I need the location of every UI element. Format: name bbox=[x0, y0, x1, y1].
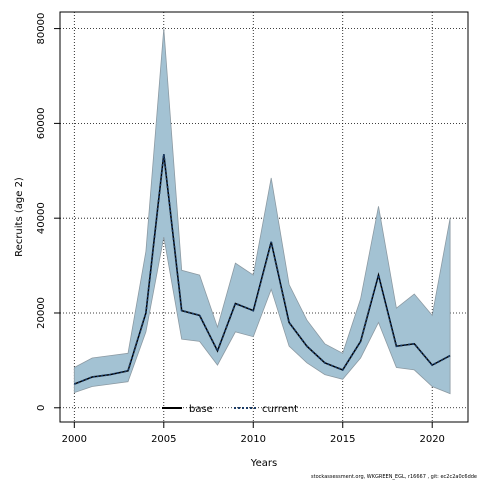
y-tick-label: 40000 bbox=[36, 202, 47, 234]
x-tick-label: 2005 bbox=[151, 434, 176, 445]
y-axis-title: Recruits (age 2) bbox=[14, 177, 25, 257]
legend-label-base: base bbox=[189, 404, 213, 415]
x-axis-title: Years bbox=[250, 458, 277, 469]
x-tick-label: 2010 bbox=[241, 434, 266, 445]
y-tick-label: 20000 bbox=[36, 297, 47, 329]
y-tick-label: 60000 bbox=[36, 107, 47, 139]
x-axis: 2000 2005 2010 2015 2020 bbox=[62, 422, 445, 445]
series-line-current bbox=[73, 154, 451, 385]
legend: base current bbox=[162, 404, 298, 415]
x-tick-label: 2015 bbox=[330, 434, 355, 445]
plot-frame bbox=[59, 11, 469, 423]
y-tick-label: 80000 bbox=[36, 13, 47, 45]
footer-note: stockassessment.org, WKGREEN_EGL, r16667… bbox=[311, 474, 477, 480]
legend-label-current: current bbox=[262, 404, 298, 415]
y-axis: 0 20000 40000 60000 80000 bbox=[36, 13, 60, 411]
y-tick-label: 0 bbox=[36, 405, 47, 411]
x-tick-label: 2000 bbox=[62, 434, 87, 445]
confidence-band bbox=[73, 28, 451, 395]
x-tick-label: 2020 bbox=[419, 434, 444, 445]
